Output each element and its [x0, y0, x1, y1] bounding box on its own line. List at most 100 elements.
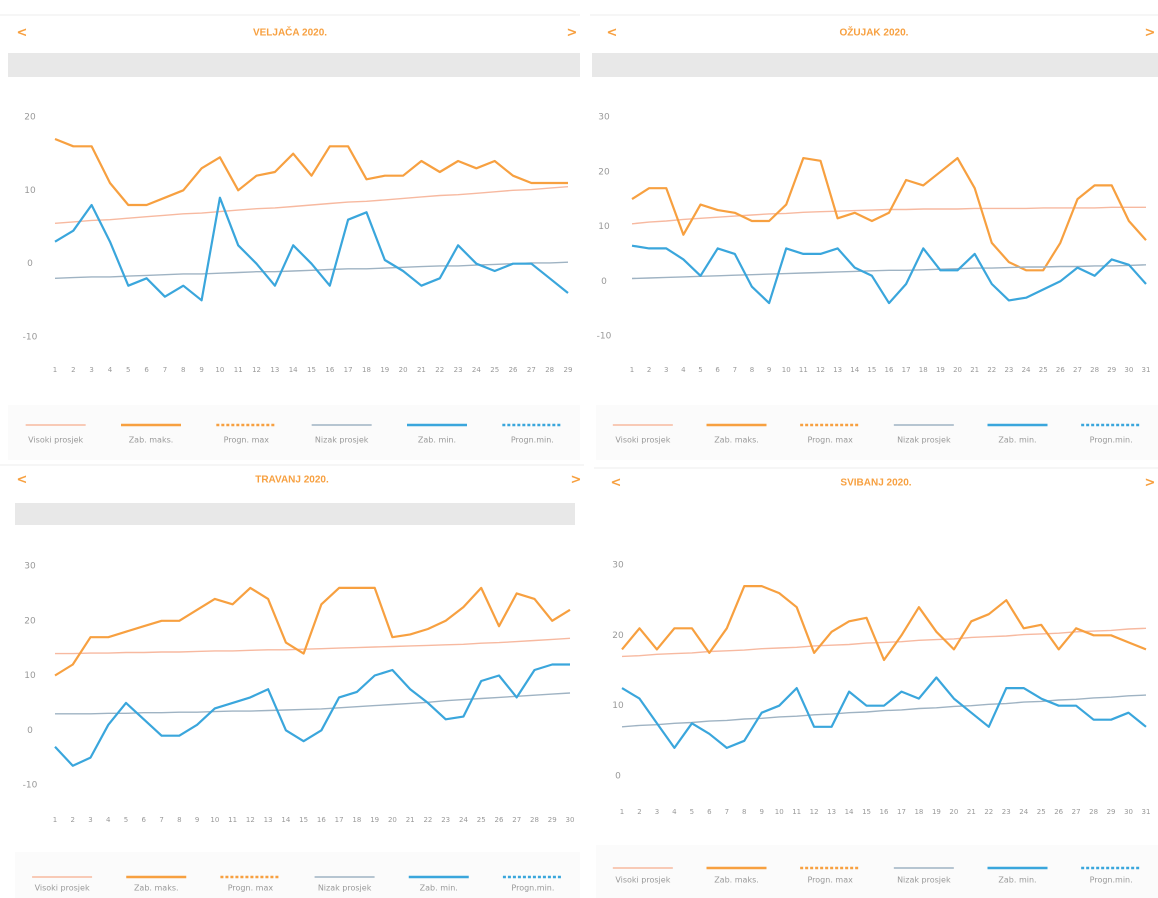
x-tick-label: 14 [289, 366, 298, 374]
x-tick-label: 6 [715, 366, 720, 374]
x-tick-label: 18 [352, 816, 361, 824]
x-tick-label: 6 [142, 816, 147, 824]
x-tick-label: 13 [264, 816, 273, 824]
x-tick-label: 27 [527, 366, 536, 374]
series-line [631, 206, 1146, 225]
x-tick-label: 26 [495, 816, 504, 824]
prev-button[interactable]: < [607, 26, 618, 41]
x-tick-label: 11 [792, 808, 801, 816]
x-tick-label: 13 [270, 366, 279, 374]
y-tick-label: 0 [601, 277, 607, 287]
x-tick-label: 27 [1073, 366, 1082, 374]
series-line [55, 692, 571, 715]
x-tick-label: 21 [406, 816, 415, 824]
x-tick-label: 21 [970, 366, 979, 374]
next-button[interactable]: > [567, 26, 578, 41]
series-line [54, 586, 571, 677]
x-tick-label: 24 [1022, 366, 1031, 374]
x-tick-label: 26 [509, 366, 518, 374]
x-tick-label: 11 [228, 816, 237, 824]
x-tick-label: 22 [987, 366, 996, 374]
y-tick-label: -10 [23, 781, 38, 791]
x-tick-label: 17 [344, 366, 353, 374]
x-tick-label: 12 [252, 366, 261, 374]
x-tick-label: 28 [530, 816, 539, 824]
series-line [631, 244, 1147, 305]
x-tick-label: 23 [441, 816, 450, 824]
x-tick-label: 19 [932, 808, 941, 816]
legend-label: Zab. min. [420, 884, 458, 893]
x-tick-label: 1 [620, 808, 624, 816]
x-tick-label: 16 [885, 366, 894, 374]
series-line [631, 264, 1147, 280]
x-tick-label: 8 [177, 816, 181, 824]
x-tick-label: 3 [88, 816, 92, 824]
y-tick-label: 10 [612, 701, 624, 711]
x-tick-label: 12 [246, 816, 255, 824]
legend-label: Visoki prosjek [28, 436, 83, 445]
legend-box [8, 405, 580, 460]
x-tick-label: 2 [71, 366, 75, 374]
x-tick-label: 1 [630, 366, 634, 374]
x-tick-label: 10 [775, 808, 784, 816]
legend-label: Progn. max [228, 884, 274, 893]
y-tick-label: 0 [27, 726, 33, 736]
x-tick-label: 4 [108, 366, 113, 374]
x-tick-label: 7 [159, 816, 163, 824]
x-tick-label: 22 [423, 816, 432, 824]
x-tick-label: 16 [325, 366, 334, 374]
next-button[interactable]: > [1145, 26, 1156, 41]
x-tick-label: 21 [967, 808, 976, 816]
x-tick-label: 3 [655, 808, 659, 816]
x-tick-label: 26 [1056, 366, 1065, 374]
y-tick-label: -10 [597, 332, 612, 342]
next-button[interactable]: > [571, 473, 582, 488]
x-tick-label: 19 [370, 816, 379, 824]
x-tick-label: 14 [281, 816, 290, 824]
y-tick-label: 20 [598, 167, 610, 177]
legend-label: Zab. min. [998, 876, 1036, 885]
x-tick-label: 5 [690, 808, 694, 816]
x-tick-label: 12 [816, 366, 825, 374]
x-tick-label: 4 [681, 366, 686, 374]
legend-label: Visoki prosjek [615, 436, 670, 445]
x-tick-label: 18 [919, 366, 928, 374]
chart-title: SVIBANJ 2020. [840, 478, 911, 489]
legend-label: Progn.min. [511, 884, 554, 893]
x-tick-label: 2 [637, 808, 641, 816]
prev-button[interactable]: < [17, 26, 28, 41]
legend-label: Zab. maks. [714, 876, 759, 885]
next-button[interactable]: > [1145, 476, 1156, 491]
x-tick-label: 28 [1089, 808, 1098, 816]
x-tick-label: 10 [782, 366, 791, 374]
x-tick-label: 12 [810, 808, 819, 816]
legend-label: Nizak prosjek [318, 884, 372, 893]
legend-label: Progn.min. [511, 436, 554, 445]
series-line [55, 637, 571, 655]
legend-label: Progn. max [807, 436, 853, 445]
series-line [621, 676, 1147, 749]
x-tick-label: 9 [759, 808, 763, 816]
x-tick-label: 1 [53, 366, 57, 374]
prev-button[interactable]: < [17, 473, 28, 488]
x-tick-label: 15 [307, 366, 316, 374]
x-tick-label: 18 [362, 366, 371, 374]
x-tick-label: 3 [664, 366, 668, 374]
x-tick-label: 30 [1124, 366, 1133, 374]
x-tick-label: 15 [862, 808, 871, 816]
x-tick-label: 25 [477, 816, 486, 824]
legend-label: Nizak prosjek [897, 436, 951, 445]
header-bar [15, 503, 575, 525]
y-tick-label: 30 [612, 561, 624, 571]
x-tick-label: 11 [234, 366, 243, 374]
legend-label: Nizak prosjek [897, 876, 951, 885]
x-tick-label: 25 [490, 366, 499, 374]
x-tick-label: 13 [833, 366, 842, 374]
series-line [54, 261, 569, 279]
prev-button[interactable]: < [611, 476, 622, 491]
legend-label: Zab. min. [998, 436, 1036, 445]
series-line [54, 137, 568, 207]
legend-box [15, 852, 580, 898]
y-tick-label: 0 [27, 259, 33, 269]
